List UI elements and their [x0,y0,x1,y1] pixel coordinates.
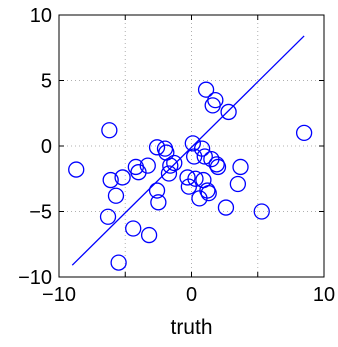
data-point [99,208,117,225]
data-point [220,103,237,121]
y-tick-label: 5 [41,71,52,93]
data-point [229,175,247,193]
data-point [197,81,215,98]
data-points [68,81,313,271]
data-point [200,185,217,202]
data-point [184,135,201,152]
data-point [162,157,179,174]
data-point [295,124,313,142]
data-point [208,156,225,173]
y-tick-label: −10 [18,267,52,289]
data-point [199,182,216,199]
axis-ticks [59,15,324,277]
y-tick-labels: −10 −5 0 5 10 [18,5,52,289]
y-tick-label: 0 [41,136,52,158]
data-point [107,187,125,204]
data-point [191,190,208,207]
data-point [196,148,213,165]
x-tick-label: −10 [42,284,76,306]
data-point [179,169,196,186]
data-point [232,158,249,176]
x-axis-label: truth [170,316,212,339]
data-point [110,254,127,271]
data-point [68,161,85,178]
data-point [150,194,167,211]
data-point [125,220,142,237]
data-point [217,199,235,216]
data-point [148,139,166,156]
grid-lines [59,15,324,277]
x-tick-label: 0 [186,284,197,306]
data-point [102,171,119,189]
data-point [166,154,183,172]
data-point [207,92,224,109]
data-point [130,164,147,181]
x-tick-labels: −10 0 10 [42,284,335,306]
data-point [101,122,118,139]
data-point [114,169,131,186]
data-point [193,140,211,157]
fit-line [71,35,305,266]
data-point [160,165,178,182]
y-tick-label: 10 [30,5,52,27]
y-tick-label: −5 [29,202,52,224]
data-point [140,226,158,244]
data-point [253,203,270,220]
data-point [148,182,166,199]
data-point [209,158,227,176]
data-point [187,170,204,187]
x-tick-label: 10 [313,284,335,306]
data-point [139,157,156,174]
